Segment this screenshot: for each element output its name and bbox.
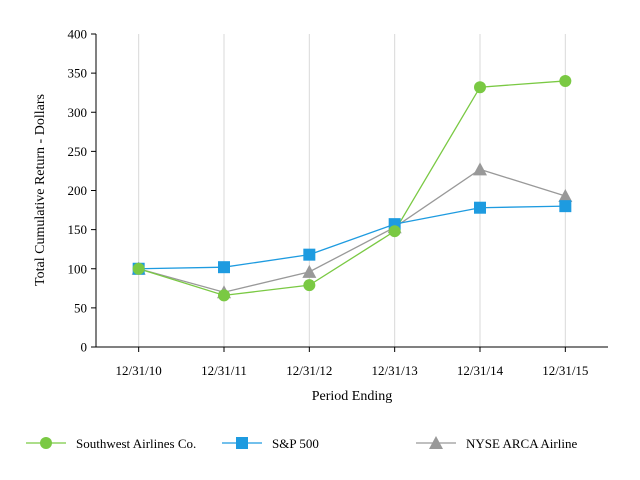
data-point-nyse-arca [473, 162, 487, 176]
legend: Southwest Airlines Co. S&P 500 NYSE ARCA… [26, 436, 577, 451]
legend-marker-nyse-arca [429, 436, 443, 449]
y-tick-label: 400 [68, 27, 88, 42]
data-point-southwest [303, 279, 316, 292]
data-point-nyse-arca [558, 188, 573, 202]
legend-item-southwest: Southwest Airlines Co. [26, 436, 196, 451]
legend-label-sp500: S&P 500 [272, 436, 319, 451]
y-ticks: 0 50 100 150 200 250 300 350 400 [68, 27, 96, 355]
series-layer [131, 74, 573, 302]
y-tick-label: 0 [81, 340, 88, 355]
y-tick-label: 200 [68, 183, 88, 198]
data-point-southwest [559, 74, 572, 87]
legend-label-southwest: Southwest Airlines Co. [76, 436, 196, 451]
data-point-nyse-arca [302, 264, 317, 278]
data-point-sp500 [559, 200, 572, 213]
x-tick-label: 12/31/12 [286, 363, 332, 378]
y-tick-label: 250 [68, 144, 88, 159]
x-ticks: 12/31/10 12/31/11 12/31/12 12/31/13 12/31/14… [116, 347, 588, 378]
x-axis-title: Period Ending [312, 389, 393, 404]
x-tick-label: 12/31/10 [116, 363, 162, 378]
data-point-sp500 [218, 261, 230, 274]
series-line-southwest [138, 80, 566, 297]
x-tick-label: 12/31/13 [372, 363, 418, 378]
legend-label-nyse-arca: NYSE ARCA Airline [466, 436, 577, 451]
y-tick-label: 350 [68, 66, 88, 81]
y-tick-label: 150 [68, 222, 88, 237]
x-tick-label: 12/31/14 [457, 363, 504, 378]
data-point-southwest [474, 81, 486, 94]
legend-marker-sp500 [236, 437, 248, 449]
legend-item-nyse-arca: NYSE ARCA Airline [416, 436, 577, 451]
x-tick-label: 12/31/11 [201, 363, 247, 378]
y-tick-label: 50 [74, 300, 87, 315]
y-tick-label: 300 [68, 105, 88, 120]
data-point-southwest [388, 225, 401, 238]
data-point-southwest [132, 262, 145, 275]
data-point-sp500 [474, 201, 486, 214]
x-tick-label: 12/31/15 [542, 363, 588, 378]
y-axis-title: Total Cumulative Return - Dollars [33, 94, 48, 286]
series-line-nyse-arca [138, 168, 566, 293]
data-point-southwest [218, 289, 230, 302]
axes [95, 34, 608, 348]
y-tick-label: 100 [68, 261, 88, 276]
grid [138, 34, 566, 347]
legend-marker-southwest [40, 437, 52, 449]
legend-item-sp500: S&P 500 [222, 436, 319, 451]
series-line-sp500 [138, 205, 566, 270]
data-point-sp500 [303, 248, 316, 261]
